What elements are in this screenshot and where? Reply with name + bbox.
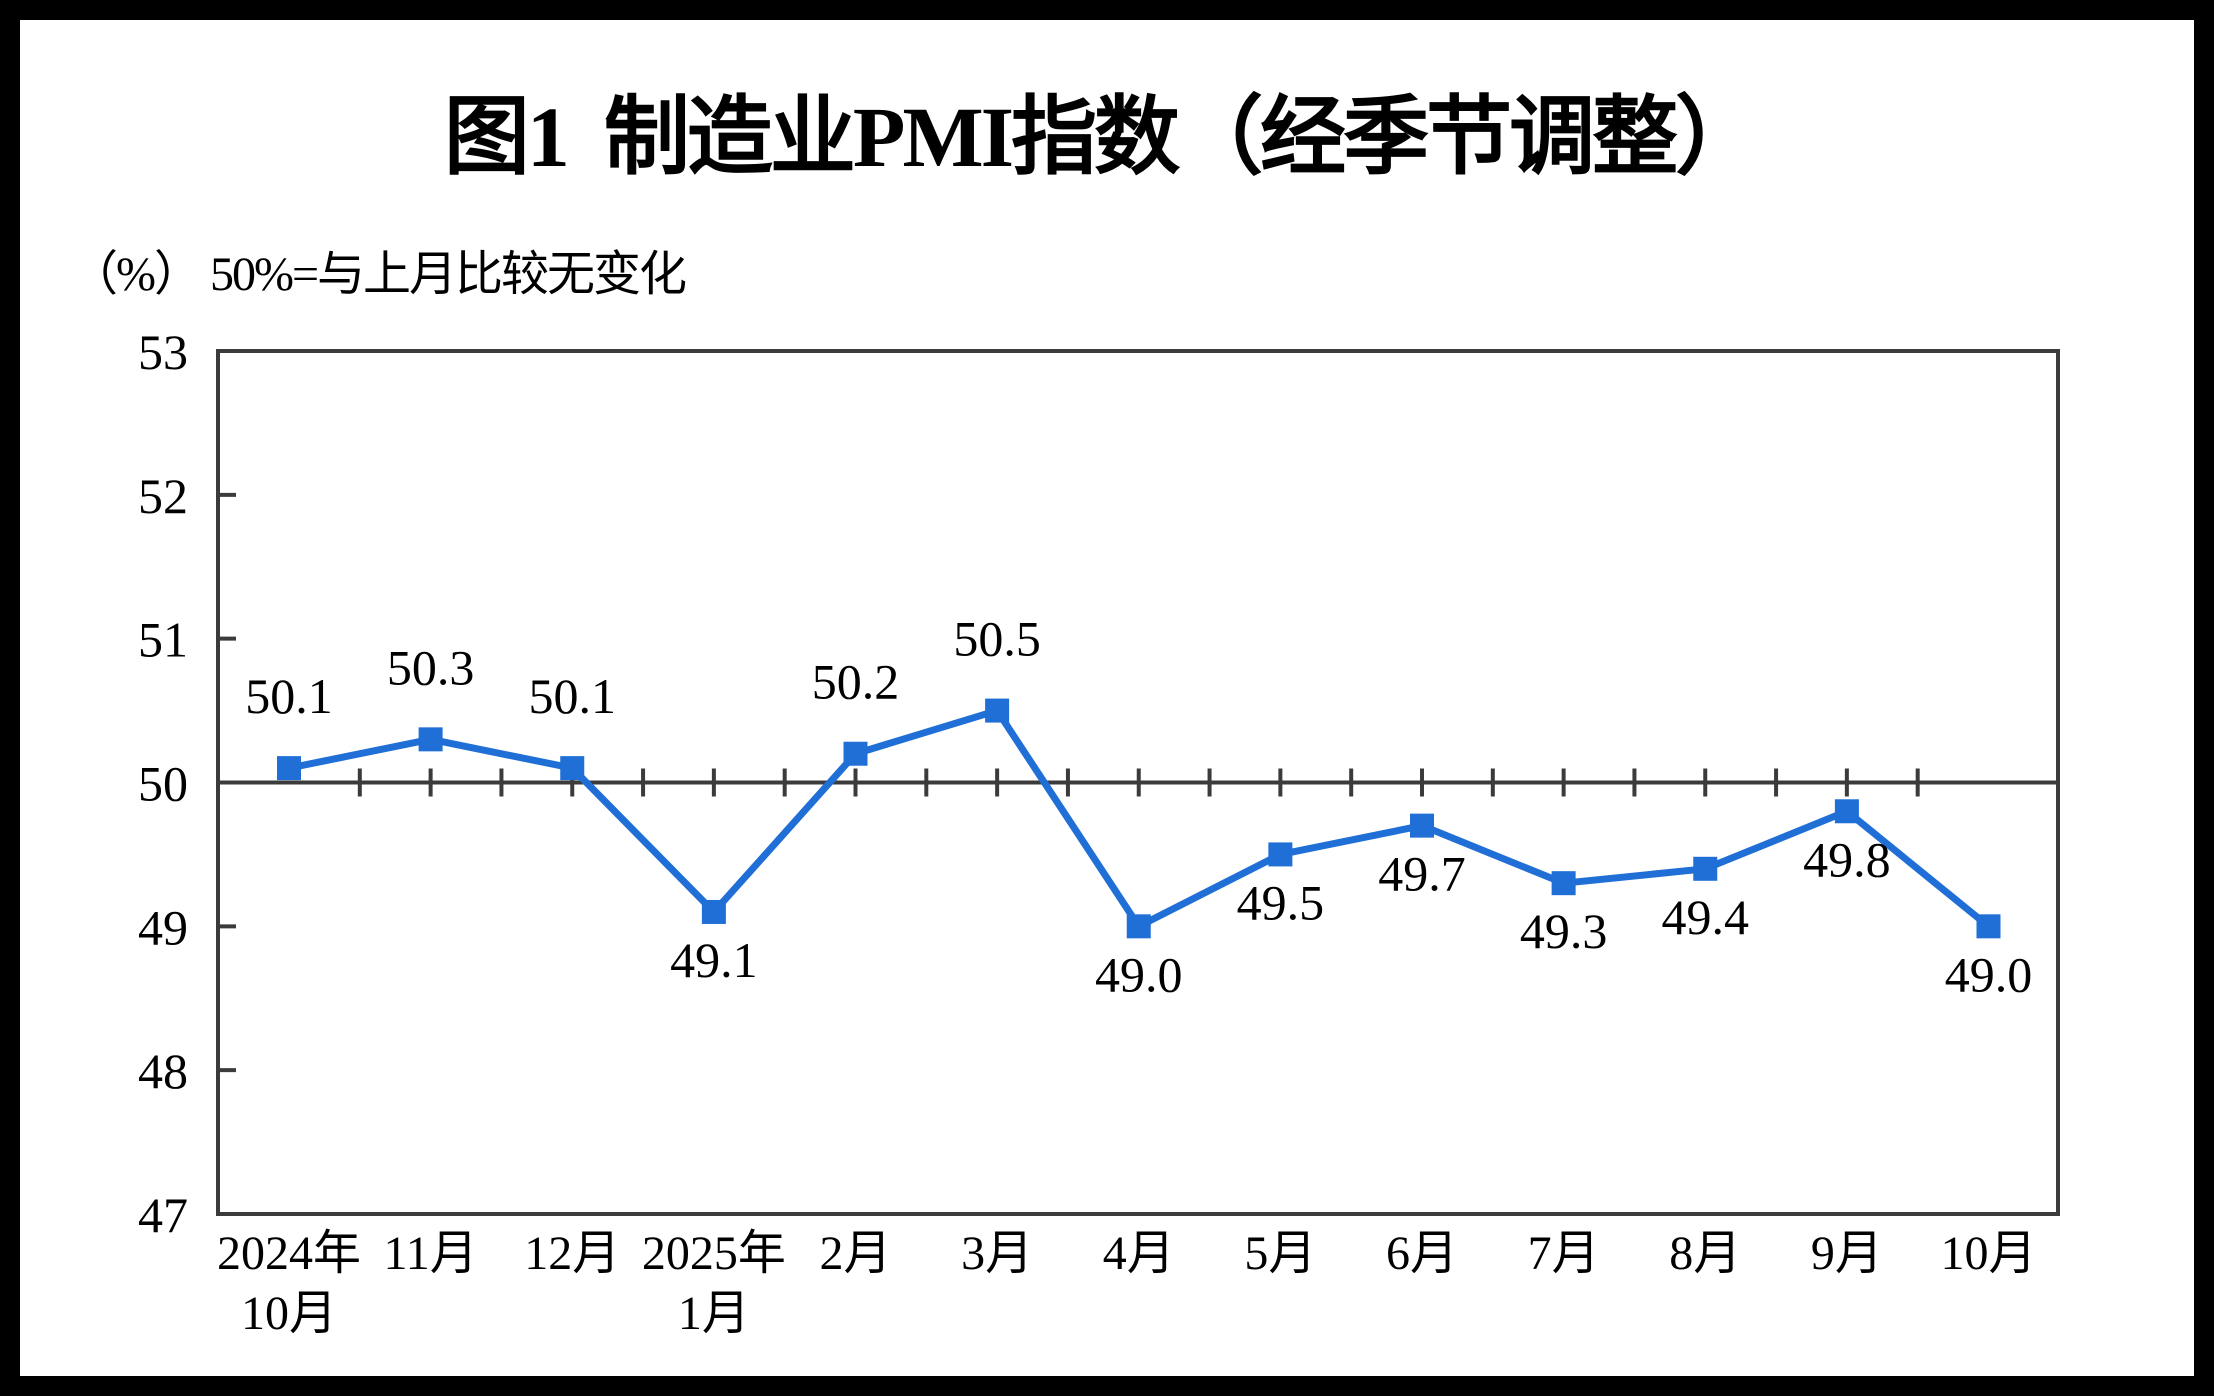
svg-text:50.1: 50.1 bbox=[529, 668, 617, 724]
svg-text:1月: 1月 bbox=[678, 1287, 750, 1340]
svg-text:49.3: 49.3 bbox=[1520, 903, 1608, 959]
svg-text:49.7: 49.7 bbox=[1378, 846, 1466, 902]
svg-text:50.5: 50.5 bbox=[953, 611, 1041, 667]
svg-text:49.5: 49.5 bbox=[1237, 874, 1325, 930]
svg-text:48: 48 bbox=[138, 1043, 188, 1099]
svg-text:10月: 10月 bbox=[1940, 1227, 2036, 1280]
svg-text:12月: 12月 bbox=[524, 1227, 620, 1280]
svg-text:49.1: 49.1 bbox=[670, 932, 758, 988]
svg-text:50.2: 50.2 bbox=[812, 654, 900, 710]
svg-text:9月: 9月 bbox=[1811, 1227, 1883, 1280]
svg-text:2月: 2月 bbox=[819, 1227, 891, 1280]
svg-text:47: 47 bbox=[138, 1187, 188, 1243]
svg-text:2024年: 2024年 bbox=[217, 1227, 361, 1280]
svg-text:2025年: 2025年 bbox=[642, 1227, 786, 1280]
svg-text:51: 51 bbox=[138, 612, 188, 668]
svg-text:49: 49 bbox=[138, 899, 188, 955]
svg-text:49.0: 49.0 bbox=[1095, 946, 1183, 1002]
svg-text:53: 53 bbox=[138, 324, 188, 380]
svg-text:3月: 3月 bbox=[961, 1227, 1033, 1280]
svg-text:49.0: 49.0 bbox=[1945, 946, 2033, 1002]
svg-text:50: 50 bbox=[138, 756, 188, 812]
svg-text:7月: 7月 bbox=[1528, 1227, 1600, 1280]
svg-text:10月: 10月 bbox=[241, 1287, 337, 1340]
svg-text:50.1: 50.1 bbox=[245, 668, 333, 724]
svg-text:8月: 8月 bbox=[1669, 1227, 1741, 1280]
svg-text:52: 52 bbox=[138, 468, 188, 524]
svg-text:49.4: 49.4 bbox=[1662, 889, 1750, 945]
svg-text:49.8: 49.8 bbox=[1803, 831, 1891, 887]
svg-text:4月: 4月 bbox=[1103, 1227, 1175, 1280]
svg-text:6月: 6月 bbox=[1386, 1227, 1458, 1280]
svg-text:11月: 11月 bbox=[384, 1227, 478, 1280]
svg-text:50.3: 50.3 bbox=[387, 639, 475, 695]
svg-text:5月: 5月 bbox=[1244, 1227, 1316, 1280]
